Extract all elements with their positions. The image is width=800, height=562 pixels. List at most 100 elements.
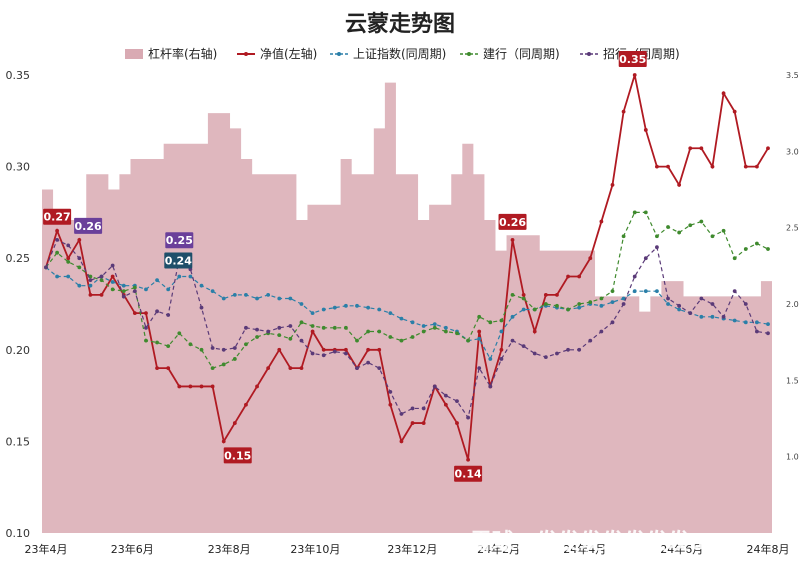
series-point [655, 289, 659, 294]
series-point [88, 278, 93, 283]
series-point [732, 318, 737, 323]
series-point [699, 314, 704, 319]
series-point [377, 329, 382, 334]
x-tick-label: 23年10月 [290, 542, 340, 556]
series-point [488, 357, 493, 361]
series-point [732, 109, 737, 114]
data-label-box [618, 51, 647, 67]
series-point [754, 241, 759, 246]
series-point [621, 296, 626, 301]
series-point [132, 311, 137, 316]
series-point [110, 287, 115, 292]
series-point [432, 322, 437, 327]
series-point [121, 283, 126, 288]
series-point [366, 347, 371, 352]
series-point [110, 263, 115, 268]
series-point [699, 296, 704, 301]
legend-swatch-line-icon [237, 51, 255, 56]
series-point [599, 219, 604, 224]
series-point [255, 296, 259, 301]
series-point [610, 300, 615, 305]
legend-label: 上证指数(同周期) [353, 47, 447, 61]
series-point [588, 300, 593, 305]
watermark: 雪球：发发发发发发发a [470, 530, 705, 555]
series-point [721, 228, 726, 233]
series-point [655, 234, 659, 239]
series-point [355, 338, 359, 343]
series-point [566, 307, 570, 312]
series-point [632, 289, 637, 294]
series-point [743, 320, 748, 325]
series-point [255, 335, 259, 339]
legend-swatch-area-icon [125, 48, 143, 59]
series-point [321, 307, 326, 312]
series-point [221, 439, 226, 444]
series-point [443, 329, 448, 334]
series-point [410, 406, 415, 411]
series-point [55, 237, 60, 242]
series-point [399, 338, 404, 343]
legend-item-ccb: 建行（同周期) [460, 45, 560, 62]
series-point [410, 335, 415, 339]
legend-item-sse: 上证指数(同周期) [330, 45, 446, 62]
series-point [310, 324, 315, 328]
series-point [277, 296, 282, 301]
y-right-tick-label: 2.5 [786, 224, 799, 233]
series-point [244, 402, 248, 407]
series-line [45, 239, 769, 420]
series-point [144, 325, 148, 330]
series-point [44, 265, 48, 270]
series-point [299, 366, 304, 371]
series-point [388, 402, 393, 407]
series-point [99, 292, 104, 297]
series-point [599, 303, 604, 308]
series-point [155, 366, 159, 371]
series-point [666, 302, 670, 306]
legend-label: 建行（同周期) [483, 47, 560, 61]
x-tick-label: 24年6月 [660, 542, 703, 556]
series-point [410, 320, 415, 325]
legend-label: 净值(左轴) [260, 47, 318, 61]
series-point [510, 314, 515, 319]
series-point [232, 421, 237, 425]
series-point [455, 331, 459, 336]
series-point [166, 313, 171, 317]
series-point [110, 280, 115, 284]
series-point [210, 346, 215, 350]
series-point [232, 292, 237, 297]
series-point [455, 399, 459, 403]
series-point [99, 274, 104, 279]
series-point [677, 307, 682, 312]
legend-swatch-dash-icon [460, 51, 478, 56]
series-point [88, 292, 93, 297]
series-point [421, 421, 426, 425]
series-point [355, 366, 359, 371]
series-point [766, 146, 770, 151]
y-left-tick-label: 0.30 [6, 161, 31, 174]
x-tick-label: 23年4月 [25, 542, 68, 556]
series-point [688, 311, 693, 316]
series-point [488, 320, 493, 325]
series-point [99, 278, 104, 283]
series-point [321, 325, 326, 330]
data-label: 0.25 [166, 234, 193, 247]
series-point [643, 210, 648, 215]
series-point [721, 91, 726, 96]
series-point [599, 296, 604, 301]
series-point [577, 302, 582, 306]
series-point [210, 366, 215, 371]
series-point [221, 347, 226, 352]
series-point [599, 329, 604, 334]
y-right-tick-label: 1.5 [786, 376, 799, 385]
data-label: 0.24 [165, 255, 192, 268]
series-point [588, 338, 593, 343]
x-tick-label: 24年8月 [747, 542, 790, 556]
series-point [710, 314, 715, 319]
series-point [743, 247, 748, 251]
series-point [743, 164, 748, 169]
series-point [199, 347, 204, 352]
series-point [388, 311, 393, 316]
series-point [521, 307, 526, 312]
series-point [421, 329, 426, 334]
series-point [310, 311, 315, 316]
